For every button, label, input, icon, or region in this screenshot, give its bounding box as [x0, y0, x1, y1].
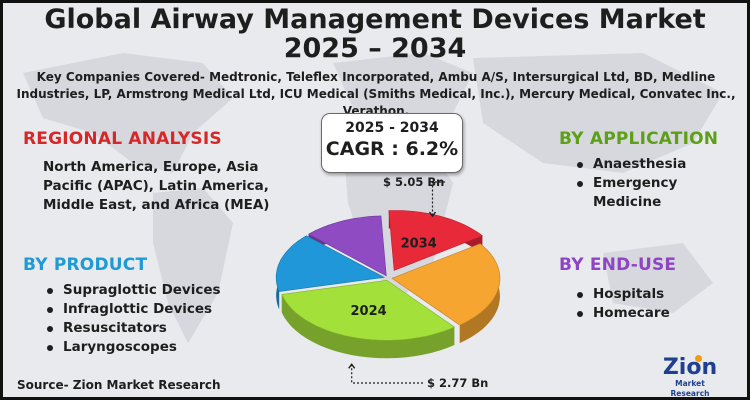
list-item: Hospitals	[573, 285, 743, 304]
logo-subtitle: Market Research	[655, 379, 725, 399]
by-end-use-heading: BY END-USE	[559, 255, 676, 275]
cagr-box: 2025 - 2034 CAGR : 6.2%	[321, 113, 463, 173]
end-use-list: Hospitals Homecare	[573, 285, 743, 323]
application-list: Anaesthesia Emergency Medicine	[573, 155, 743, 212]
list-item: Emergency Medicine	[573, 174, 743, 212]
list-item: Infraglottic Devices	[43, 300, 283, 319]
slice-label: 2024	[351, 304, 387, 319]
cagr-years: 2025 - 2034	[322, 120, 462, 136]
list-item: Resuscitators	[43, 319, 283, 338]
zion-logo: Zion Market Research	[655, 357, 725, 397]
by-application-heading: BY APPLICATION	[559, 129, 718, 149]
annotation-label: $ 2.77 Bn	[427, 376, 488, 390]
annotation-leader	[352, 364, 423, 383]
list-item: Supraglottic Devices	[43, 281, 283, 300]
slice-label: 2034	[401, 236, 437, 251]
list-item: Laryngoscopes	[43, 338, 283, 357]
product-list: Supraglottic Devices Infraglottic Device…	[43, 281, 283, 357]
source-text: Source- Zion Market Research	[17, 378, 221, 392]
regional-analysis-heading: REGIONAL ANALYSIS	[23, 129, 222, 149]
logo-word: Zion	[655, 357, 725, 379]
pie-chart: 2034 2024 $ 5.05 Bn $ 2.77 Bn	[263, 173, 513, 398]
regional-analysis-text: North America, Europe, Asia Pacific (APA…	[43, 158, 283, 215]
list-item: Homecare	[573, 304, 743, 323]
cagr-value: CAGR : 6.2%	[322, 138, 462, 160]
annotation-label: $ 5.05 Bn	[383, 175, 444, 189]
by-product-heading: BY PRODUCT	[23, 255, 147, 275]
page-title-years: 2025 – 2034	[3, 34, 747, 64]
list-item: Anaesthesia	[573, 155, 743, 174]
page-title: Global Airway Management Devices Market	[3, 5, 747, 35]
logo-dot	[695, 355, 702, 362]
